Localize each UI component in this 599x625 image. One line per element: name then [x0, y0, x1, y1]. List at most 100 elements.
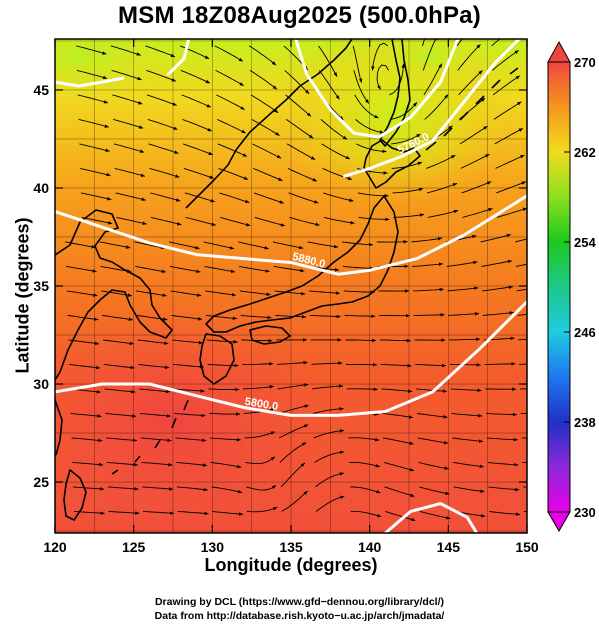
streamline	[78, 118, 109, 128]
contour-line	[383, 502, 479, 533]
streamline	[519, 388, 527, 390]
streamline	[446, 260, 478, 267]
contour-line	[166, 39, 191, 76]
colorbar-tick-label: 270	[574, 55, 596, 70]
streamline	[453, 461, 484, 469]
coastline-russia	[185, 39, 353, 209]
streamline	[495, 154, 525, 169]
streamline	[80, 192, 112, 201]
streamline	[79, 143, 110, 153]
coastline-korea-china	[55, 209, 173, 381]
streamline	[424, 94, 449, 120]
streamline	[342, 241, 373, 247]
streamline	[112, 94, 143, 105]
streamline	[220, 216, 251, 227]
streamline	[279, 424, 309, 439]
streamline	[311, 361, 343, 365]
streamline	[150, 216, 182, 226]
streamline	[412, 287, 444, 292]
streamline	[491, 39, 501, 47]
streamline	[462, 208, 493, 218]
streamline	[492, 49, 519, 71]
colorbar-extend-bottom	[547, 511, 571, 532]
streamline	[116, 216, 147, 225]
streamline	[77, 94, 109, 104]
streamline	[281, 490, 308, 512]
streamline	[215, 69, 244, 87]
streamline	[170, 290, 202, 297]
streamline	[275, 314, 307, 319]
streamline	[383, 461, 415, 472]
streamline	[422, 39, 438, 71]
streamline	[309, 314, 341, 319]
streamline	[183, 167, 214, 179]
streamline	[461, 181, 492, 194]
streamline	[272, 241, 304, 250]
streamline	[211, 486, 243, 494]
colorbar-extend-top	[547, 40, 571, 63]
streamline	[427, 209, 459, 218]
streamline	[480, 233, 512, 243]
streamline	[139, 412, 171, 418]
streamline	[488, 486, 520, 492]
streamline	[206, 339, 238, 344]
streamline	[210, 461, 242, 469]
streamline	[288, 192, 319, 204]
streamline	[421, 39, 426, 47]
streamline	[246, 506, 278, 513]
x-axis-ticks: 120 125 130 135 140 145 150	[43, 39, 539, 555]
contour-line	[294, 39, 460, 139]
streamline	[135, 290, 167, 297]
streamline	[111, 69, 142, 81]
streamline	[177, 510, 209, 516]
streamline	[216, 94, 245, 110]
streamline	[242, 361, 274, 366]
streamline	[350, 510, 382, 518]
streamline	[106, 437, 137, 443]
contour-line	[55, 194, 527, 276]
streamline	[289, 216, 320, 227]
streamline	[173, 388, 205, 393]
streamline	[137, 339, 169, 345]
streamline	[376, 64, 389, 90]
streamline	[346, 387, 378, 392]
streamline	[252, 143, 282, 159]
streamline	[145, 45, 176, 58]
streamline	[176, 461, 207, 467]
colorbar-ticks: 230 238 246 254 262 270	[564, 55, 596, 520]
streamline	[348, 437, 380, 442]
streamline	[102, 314, 133, 322]
streamline	[314, 450, 345, 463]
streamline	[146, 69, 176, 82]
streamline	[312, 384, 344, 390]
streamline	[481, 259, 512, 267]
streamline	[249, 45, 277, 66]
streamline	[392, 187, 424, 194]
streamline	[390, 133, 421, 145]
coastline-ryukyu	[111, 399, 189, 475]
colorbar-tick-label: 246	[574, 325, 596, 340]
streamline	[451, 412, 483, 418]
streamline	[380, 363, 412, 368]
streamline	[349, 486, 381, 494]
streamline	[416, 412, 448, 419]
streamline	[486, 412, 517, 417]
streamline	[358, 216, 390, 222]
streamline	[65, 265, 97, 273]
streamline	[486, 437, 518, 442]
streamline	[102, 339, 134, 346]
y-axis-ticks: 25 30 35 40 45	[33, 82, 527, 490]
streamline	[106, 461, 138, 467]
x-tick-label: 140	[358, 539, 382, 555]
x-tick-label: 150	[515, 539, 539, 555]
streamline	[448, 311, 480, 316]
streamline	[172, 339, 203, 345]
streamline	[320, 119, 348, 140]
streamline	[417, 437, 449, 445]
streamline	[249, 70, 278, 90]
streamline	[279, 442, 307, 463]
streamline	[212, 510, 244, 516]
coastline-kyushu	[199, 333, 235, 385]
streamline	[484, 362, 516, 366]
